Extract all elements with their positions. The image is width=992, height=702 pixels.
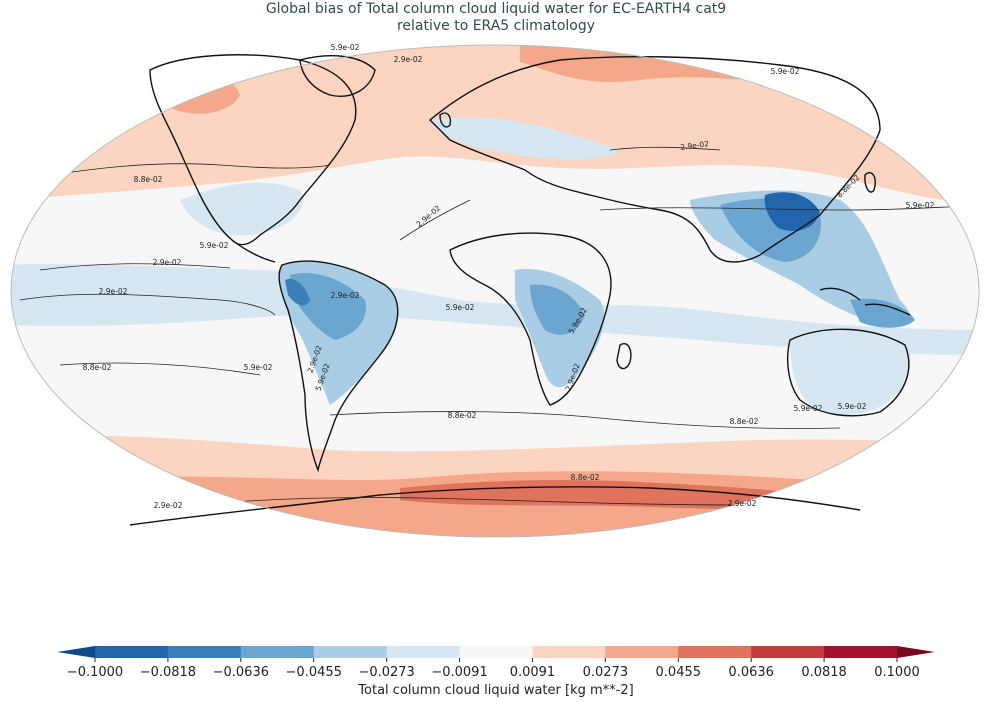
colorbar-tick-label: −0.1000 xyxy=(67,665,123,680)
contour-label: 5.9e-02 xyxy=(838,402,867,411)
negative-band-tropics xyxy=(11,264,979,355)
contour-label: 2.9e-02 xyxy=(680,139,710,152)
colorbar-segment xyxy=(240,646,315,658)
contour-label: 5.9e-02 xyxy=(244,363,273,372)
coast-africa xyxy=(449,232,612,406)
contour-line xyxy=(19,293,276,316)
contour-label: 8.8e-02 xyxy=(571,473,600,482)
coast-australia xyxy=(787,328,910,417)
negative-patch-australia xyxy=(790,331,911,416)
contour-line xyxy=(329,411,841,429)
coast-eurasia xyxy=(428,56,881,263)
coast-japan xyxy=(864,172,876,193)
contour-label: 5.9e-02 xyxy=(446,303,475,312)
contour-label: 5.9e-02 xyxy=(200,241,229,250)
colorbar-tick-label: 0.0636 xyxy=(728,665,774,680)
contour-label: 8.8e-02 xyxy=(83,363,112,372)
contour-label: 2.9e-02 xyxy=(153,258,182,267)
colorbar-tick-label: 0.0818 xyxy=(801,665,847,680)
contour-label: 8.8e-02 xyxy=(134,175,163,184)
coast-central-america xyxy=(231,239,276,263)
coast-indonesia xyxy=(819,287,911,316)
coast-uk xyxy=(439,112,452,128)
contour-line xyxy=(599,205,971,211)
map-title-line2: relative to ERA5 climatology xyxy=(396,18,596,34)
contour-line xyxy=(59,362,261,376)
colorbar-segment xyxy=(678,646,752,658)
colorbar-extend-under xyxy=(57,646,95,658)
contour-line xyxy=(609,146,721,151)
negative-africa-core xyxy=(530,284,585,335)
colorbar-segment xyxy=(605,646,679,658)
colorbar-segment xyxy=(95,646,169,658)
coast-madagascar xyxy=(616,343,632,370)
colorbar-tick-label: 0.0091 xyxy=(510,665,556,680)
globe-frame xyxy=(10,44,980,538)
map-title-line1: Global bias of Total column cloud liquid… xyxy=(265,1,727,17)
colorbar-segment xyxy=(167,646,242,658)
contour-label: 2.9e-02 xyxy=(99,287,128,296)
colorbar-label: Total column cloud liquid water [kg m**-… xyxy=(358,683,634,698)
colorbar-extend-over xyxy=(897,646,935,658)
contour-label: 2.9e-02 xyxy=(728,499,757,508)
colorbar-segment xyxy=(386,646,461,658)
colorbar-segment xyxy=(313,646,388,658)
contour-label: 8.8e-02 xyxy=(730,417,759,426)
coast-greenland xyxy=(299,55,376,97)
contour-line xyxy=(399,199,471,241)
contour-label: 8.8e-02 xyxy=(448,411,477,420)
colorbar-segment xyxy=(459,646,533,658)
coast-antarctica xyxy=(129,486,861,526)
negative-patch-north-africa xyxy=(430,117,620,160)
negative-andes xyxy=(285,279,310,306)
colorbar: −0.1000 −0.0818 −0.0636 −0.0455 −0.0273 −0.00… xyxy=(57,646,935,680)
negative-south-china xyxy=(764,192,820,232)
coast-south-america xyxy=(278,260,399,473)
colorbar-tick-label: −0.0273 xyxy=(358,665,414,680)
contour-label: 2.9e-02 xyxy=(331,291,360,300)
colorbar-tick-label: 0.0455 xyxy=(656,665,702,680)
colorbar-tick-label: 0.0273 xyxy=(583,665,629,680)
coastlines xyxy=(129,54,911,526)
contour-label: 5.9e-02 xyxy=(794,404,823,413)
contour-label: 5.9e-02 xyxy=(331,43,360,52)
negative-maritime xyxy=(850,298,915,328)
colorbar-tick-label: 0.1000 xyxy=(874,665,920,680)
contour-label: 2.9e-02 xyxy=(154,501,183,510)
colorbar-tick-label: −0.0818 xyxy=(140,665,196,680)
colorbar-segment xyxy=(751,646,825,658)
colorbar-tick-label: −0.0636 xyxy=(213,665,269,680)
contour-label: 2.9e-02 xyxy=(394,55,423,64)
colorbar-tick-label: −0.0455 xyxy=(286,665,342,680)
negative-patch-atlantic xyxy=(180,182,303,236)
map-field xyxy=(11,45,979,537)
contour-label: 5.9e-02 xyxy=(771,67,800,76)
negative-south-america-core xyxy=(290,272,366,340)
colorbar-tick-label: −0.0091 xyxy=(431,665,487,680)
contour-label: 5.9e-02 xyxy=(906,201,935,210)
contour-line xyxy=(39,263,231,271)
colorbar-segment xyxy=(532,646,606,658)
colorbar-segment xyxy=(824,646,898,658)
